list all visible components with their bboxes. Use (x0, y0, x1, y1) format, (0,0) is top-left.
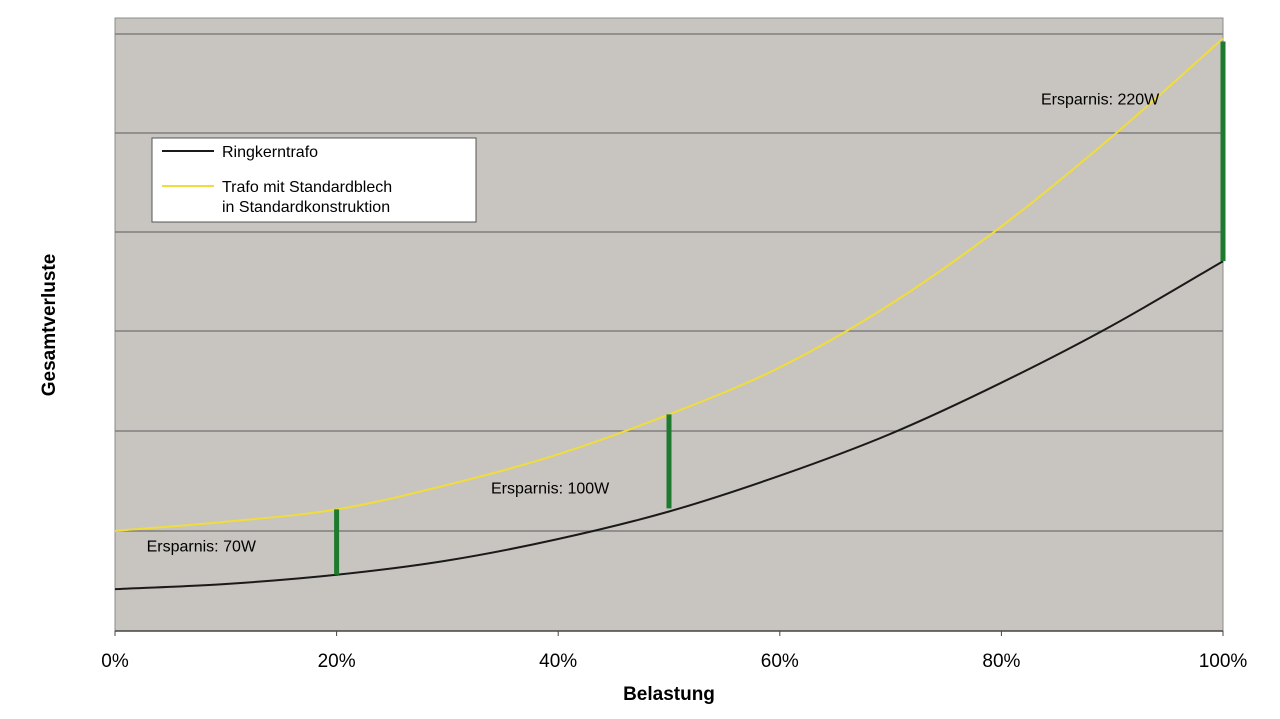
legend-label-standardblech-line1: Trafo mit Standardblech (222, 179, 392, 196)
x-axis-ticks: 0% 20% 40% 60% 80% 100% (101, 631, 1247, 672)
x-tick-label-5: 100% (1199, 651, 1248, 672)
x-tick-label-3: 60% (761, 651, 799, 672)
savings-label-1: Ersparnis: 100W (491, 481, 610, 498)
series-line-standardblech (114, 37, 1224, 532)
series-layer (114, 37, 1224, 591)
x-axis-title: Belastung (623, 684, 715, 705)
legend: Ringkerntrafo Trafo mit Standardblech in… (151, 137, 477, 223)
x-tick-label-1: 20% (318, 651, 356, 672)
x-tick-label-0: 0% (101, 651, 129, 672)
savings-label-0: Ersparnis: 70W (147, 538, 257, 555)
annotations: Ersparnis: 70W Ersparnis: 100W Ersparnis: … (147, 41, 1226, 575)
y-axis-title: Gesamtverluste (39, 254, 60, 397)
plot-area (114, 17, 1224, 632)
x-tick-label-2: 40% (539, 651, 577, 672)
legend-label-ringkerntrafo: Ringkerntrafo (222, 144, 318, 161)
legend-label-standardblech-line2: in Standardkonstruktion (222, 199, 390, 216)
series-line-ringkerntrafo (114, 260, 1224, 591)
x-tick-label-4: 80% (982, 651, 1020, 672)
savings-label-2: Ersparnis: 220W (1041, 92, 1160, 109)
